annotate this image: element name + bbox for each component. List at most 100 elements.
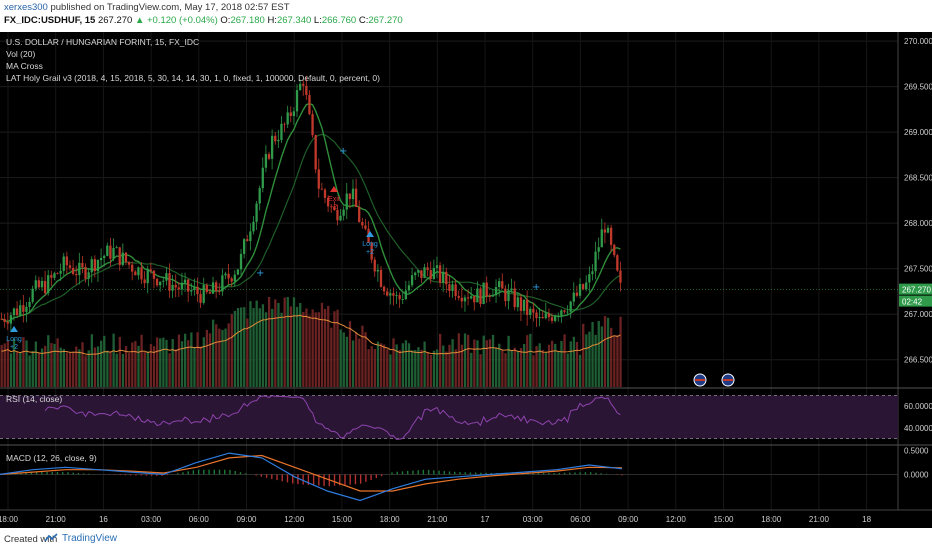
candle-body (407, 285, 411, 291)
volume-bar (336, 309, 339, 387)
volume-bar (59, 347, 62, 387)
price-tick-label: 268.500 (904, 174, 932, 183)
tradingview-brand[interactable]: TradingView (62, 533, 118, 544)
candle-body (485, 282, 488, 297)
candle-body (438, 265, 442, 283)
candle-body (392, 293, 395, 296)
volume-bar (106, 350, 109, 387)
triangle-up-icon: ▲ (134, 15, 145, 26)
volume-bar (308, 315, 311, 387)
volume-bar (404, 340, 408, 387)
candle-body (370, 242, 373, 260)
candle-body (264, 154, 268, 168)
volume-bar (342, 332, 345, 387)
volume-bar (370, 346, 373, 387)
trade-marker-qty: -2 (331, 204, 337, 211)
volume-bar (62, 348, 66, 387)
candle-body (572, 292, 575, 302)
volume-bar (358, 338, 361, 387)
candle-body (162, 280, 165, 282)
volume-bar (355, 332, 358, 387)
time-tick-label: 12:00 (284, 515, 305, 524)
volume-bar (134, 341, 137, 387)
candle-body (398, 295, 401, 300)
volume-bar (109, 352, 112, 387)
candle-body (445, 271, 448, 285)
volume-bar (613, 335, 616, 387)
candle-body (9, 315, 13, 324)
volume-bar (28, 355, 31, 387)
volume-bar (143, 351, 146, 387)
candle-body (379, 269, 383, 287)
legend-vol[interactable]: Vol (20) (6, 49, 36, 59)
candle-body (180, 282, 184, 290)
candle-body (575, 292, 579, 296)
candle-body (28, 301, 31, 307)
volume-bar (140, 334, 143, 387)
last-price: 267.270 (97, 15, 133, 26)
candle-body (246, 239, 249, 242)
volume-bar (488, 339, 492, 387)
volume-bar (224, 328, 227, 387)
candle-body (62, 256, 65, 271)
volume-bar (183, 333, 187, 387)
volume-bar (554, 343, 557, 387)
volume-bar (31, 350, 34, 387)
candle-body (560, 310, 563, 316)
candle-body (513, 288, 516, 308)
volume-bar (146, 351, 149, 387)
macd-legend[interactable]: MACD (12, 26, close, 9) (6, 453, 97, 463)
candle-body (339, 215, 342, 221)
candle-body (137, 267, 140, 276)
candle-body (510, 288, 513, 291)
volume-bar (383, 344, 386, 387)
candle-body (600, 229, 603, 248)
candle-body (516, 297, 519, 308)
volume-ma-line (1, 314, 621, 356)
volume-bar (208, 333, 212, 387)
candle-body (317, 169, 320, 189)
volume-bar (426, 352, 429, 387)
candle-body (348, 193, 352, 200)
time-tick-label: 21:00 (427, 515, 448, 524)
volume-bar (199, 346, 202, 387)
candle-body (106, 245, 109, 256)
time-tick-label: 06:00 (570, 515, 591, 524)
volume-bar (544, 352, 548, 387)
volume-bar (236, 308, 240, 387)
volume-bar (274, 299, 277, 387)
volume-bar (401, 343, 404, 387)
candle-body (354, 188, 358, 207)
author-link[interactable]: xerxes300 (4, 2, 48, 13)
candle-body (267, 154, 271, 159)
volume-bar (320, 302, 324, 387)
chart-area[interactable]: 270.000 269.500 269.000 268.500 268.000 267.5… (0, 32, 932, 528)
volume-bar (606, 317, 610, 387)
current-price-tag-text: 267.270 (902, 286, 931, 295)
volume-bar (286, 297, 289, 387)
candle-body (274, 135, 277, 142)
volume-bar (44, 345, 47, 387)
legend-ma[interactable]: MA Cross (6, 61, 43, 71)
legend-strategy[interactable]: LAT Holy Grail v3 (2018, 4, 15, 2018, 5,… (6, 73, 380, 83)
volume-bar (289, 306, 293, 387)
candle-body (187, 279, 190, 292)
candle-body (146, 269, 149, 284)
volume-bar (439, 333, 442, 387)
candle-body (320, 188, 324, 190)
trade-marker-label: Long (362, 241, 378, 248)
candle-body (504, 288, 507, 302)
volume-bar (258, 308, 261, 387)
volume-bar (131, 342, 134, 387)
candle-body (174, 284, 177, 288)
volume-bar (516, 351, 520, 387)
volume-bar (379, 343, 383, 387)
volume-bar (547, 344, 551, 387)
trade-arrow-icon (330, 186, 338, 192)
candle-body (221, 275, 224, 292)
trade-arrow-icon (366, 231, 374, 237)
low-label: L: (313, 15, 322, 26)
chart-canvas[interactable]: 270.000 269.500 269.000 268.500 268.000 267.5… (0, 32, 932, 528)
rsi-legend[interactable]: RSI (14, close) (6, 394, 63, 404)
trade-arrow-icon (10, 326, 18, 332)
